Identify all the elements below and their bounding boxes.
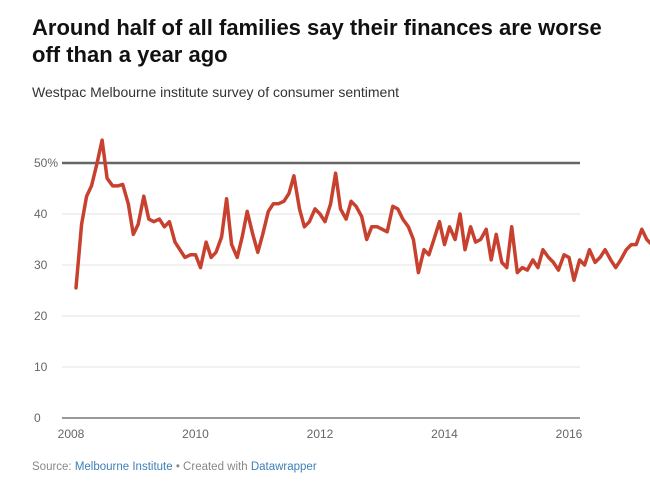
source-link[interactable]: Melbourne Institute xyxy=(74,461,173,473)
y-tick-label: 0 xyxy=(34,411,41,425)
y-tick-label: 40 xyxy=(34,207,48,221)
x-tick-label: 2008 xyxy=(58,427,85,441)
chart-subtitle: Westpac Melbourne institute survey of co… xyxy=(32,84,400,100)
grid-lines xyxy=(62,213,580,419)
series-group xyxy=(74,138,650,290)
y-tick-label: 20 xyxy=(34,309,48,323)
footer: Source: Melbourne Institute • Created wi… xyxy=(32,461,317,473)
chart-title: Around half of all families say their fi… xyxy=(32,15,602,67)
datawrapper-link[interactable]: Datawrapper xyxy=(250,461,317,473)
series-line xyxy=(74,138,650,290)
source-label: Source: xyxy=(32,461,75,473)
y-axis-ticks: 0 10 20 30 40 50% xyxy=(34,156,58,425)
x-axis-ticks: 200820102012201420162018202020222024 xyxy=(58,427,583,441)
y-tick-label: 50% xyxy=(34,156,58,170)
created-with-label: • Created with xyxy=(172,461,251,473)
y-tick-label: 10 xyxy=(34,360,48,374)
x-tick-label: 2010 xyxy=(182,427,209,441)
y-tick-label: 30 xyxy=(34,258,48,272)
x-tick-label: 2014 xyxy=(431,427,458,441)
x-tick-label: 2012 xyxy=(307,427,334,441)
x-tick-label: 2016 xyxy=(556,427,583,441)
